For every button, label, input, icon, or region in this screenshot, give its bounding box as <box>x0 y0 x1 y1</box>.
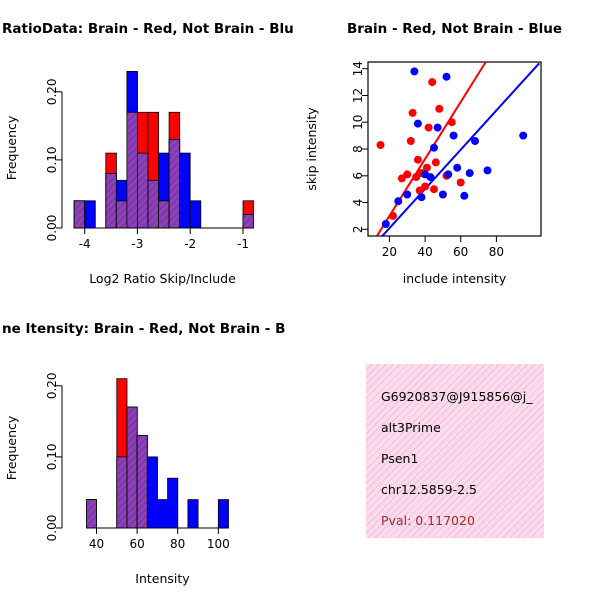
y-tick-label: 8 <box>351 145 365 153</box>
data-points <box>376 67 528 228</box>
histogram-bars <box>86 378 229 529</box>
x-tick-label: -2 <box>184 237 196 251</box>
panel-info: G6920837@J915856@j_ alt3Prime Psen1 chr1… <box>300 300 600 600</box>
histogram-bars <box>73 71 255 229</box>
x-tick-label: -1 <box>237 237 249 251</box>
histogram-svg: ne Itensity: Brain - Red, Not Brain - B 4… <box>2 321 285 586</box>
y-tick-label: 12 <box>351 88 365 103</box>
panel-log2ratio-histogram: RatioData: Brain - Red, Not Brain - Blu -… <box>0 0 300 300</box>
x-axis-title: Intensity <box>135 571 190 586</box>
y-tick-label: 10 <box>351 115 365 130</box>
y-tick-label: 0.00 <box>45 215 59 242</box>
x-axis: 20 40 60 80 include intensity <box>382 236 507 286</box>
notbrain-fit-line <box>381 62 540 236</box>
y-tick-label: 6 <box>351 172 365 180</box>
y-axis: 2 4 6 8 10 12 14 skip intensity <box>304 61 368 233</box>
y-axis: 0.00 0.10 0.20 Frequency <box>4 78 63 242</box>
y-axis-title: skip intensity <box>304 107 319 191</box>
x-tick-label: 100 <box>207 537 230 551</box>
y-tick-label: 0.10 <box>45 444 59 471</box>
y-tick-label: 2 <box>351 225 365 233</box>
x-axis: 40 60 80 100 Intensity <box>86 527 230 586</box>
x-axis: -4 -3 -2 -1 Log2 Ratio Skip/Include <box>74 227 254 286</box>
y-axis: 0.00 0.10 0.20 Frequency <box>4 372 63 542</box>
info-pval: Pval: 0.117020 <box>381 513 475 528</box>
y-tick-label: 0.20 <box>45 372 59 399</box>
x-tick-label: 60 <box>129 537 144 551</box>
event-info-box: G6920837@J915856@j_ alt3Prime Psen1 chr1… <box>366 364 544 538</box>
x-tick-label: 80 <box>170 537 185 551</box>
histogram-svg: RatioData: Brain - Red, Not Brain - Blu -… <box>2 21 294 286</box>
info-event-type: alt3Prime <box>381 420 441 435</box>
info-event-id: G6920837@J915856@j_ <box>381 389 533 404</box>
chart-title: Brain - Red, Not Brain - Blue <box>347 21 562 37</box>
x-tick-label: 20 <box>382 245 397 259</box>
x-tick-label: 60 <box>453 245 468 259</box>
x-tick-label: -3 <box>131 237 143 251</box>
x-axis-title: Log2 Ratio Skip/Include <box>89 271 236 286</box>
panel-intensity-scatterplot: Brain - Red, Not Brain - Blue 20 40 60 80 inc… <box>300 0 600 300</box>
x-tick-label: -4 <box>79 237 91 251</box>
y-axis-title: Frequency <box>4 415 19 480</box>
fit-lines <box>376 62 540 236</box>
x-axis-title: include intensity <box>403 271 507 286</box>
y-tick-label: 0.10 <box>45 147 59 174</box>
chart-title: ne Itensity: Brain - Red, Not Brain - B <box>2 321 285 337</box>
panel-gene-intensity-histogram: ne Itensity: Brain - Red, Not Brain - B 4… <box>0 300 300 600</box>
x-tick-label: 40 <box>89 537 104 551</box>
y-tick-label: 14 <box>351 61 365 76</box>
x-tick-label: 40 <box>417 245 432 259</box>
y-tick-label: 4 <box>351 199 365 207</box>
chart-title: RatioData: Brain - Red, Not Brain - Blu <box>2 21 294 37</box>
info-gene-name: Psen1 <box>381 451 419 466</box>
x-tick-label: 80 <box>489 245 504 259</box>
scatter-svg: Brain - Red, Not Brain - Blue 20 40 60 80 inc… <box>304 21 562 286</box>
info-chromosome-location: chr12.5859-2.5 <box>381 482 478 497</box>
y-tick-label: 0.20 <box>45 78 59 105</box>
y-tick-label: 0.00 <box>45 515 59 542</box>
y-axis-title: Frequency <box>4 115 19 180</box>
